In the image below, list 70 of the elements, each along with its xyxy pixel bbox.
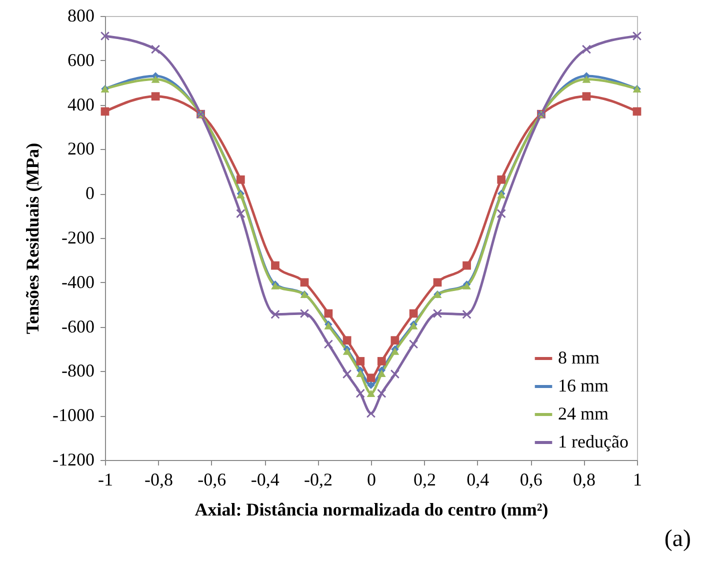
point (300, 278, 309, 287)
point (271, 261, 280, 270)
point (356, 370, 365, 378)
point (497, 175, 506, 184)
point (632, 107, 642, 116)
point (408, 339, 418, 349)
y-axis-title: Tensões Residuais (MPa) (22, 142, 43, 334)
point (409, 309, 418, 318)
x-tick-label: 0,4 (466, 470, 490, 490)
point (236, 208, 246, 218)
point (582, 92, 591, 101)
x-tick-label: 0,2 (413, 470, 436, 490)
point (342, 348, 352, 355)
point (151, 76, 160, 83)
point (582, 76, 591, 83)
x-tick-label: 0,6 (520, 470, 542, 490)
point (366, 374, 376, 382)
x-tick-label: 0,8 (573, 470, 596, 490)
point (100, 107, 110, 116)
point (432, 308, 442, 318)
point (367, 381, 375, 390)
point (342, 336, 352, 345)
legend-label: 16 mm (558, 376, 609, 396)
x-tick-label: 0 (367, 470, 376, 490)
y-tick-label: 600 (68, 50, 94, 70)
x-tick-label: 1 (633, 470, 642, 490)
y-tick-label: 800 (68, 6, 94, 26)
y-tick-label: 400 (68, 94, 94, 114)
point (356, 388, 365, 398)
y-tick-label: -1000 (52, 405, 94, 426)
point (342, 369, 352, 379)
point (496, 208, 506, 218)
point (632, 31, 642, 41)
y-tick-label: -600 (62, 316, 94, 336)
y-tick-label: 0 (86, 183, 94, 204)
point (582, 44, 592, 54)
point (100, 31, 110, 41)
point (390, 369, 400, 379)
y-tick-label: -200 (62, 228, 94, 248)
point (462, 261, 471, 270)
point (366, 390, 376, 398)
legend-label: 8 mm (558, 348, 600, 368)
y-tick-label: 200 (68, 138, 94, 159)
legend-label: 24 mm (558, 404, 609, 424)
point (433, 278, 442, 287)
text: (a) (664, 525, 691, 553)
x-tick-label: -0,2 (304, 470, 333, 490)
y-tick-label: -800 (62, 360, 94, 381)
point (236, 175, 245, 184)
point (300, 308, 310, 318)
y-tick-label: -1200 (52, 450, 94, 470)
point (462, 310, 472, 319)
point (377, 388, 386, 398)
point (150, 44, 160, 54)
x-tick-label: -0,4 (250, 470, 280, 490)
point (377, 370, 386, 378)
x-axis-title: Axial: Distância normalizada do centro (mm²) (194, 500, 548, 520)
point (356, 357, 365, 366)
point (377, 357, 386, 366)
x-tick-label: -1 (98, 470, 113, 490)
point (390, 348, 400, 355)
legend-label: 1 redução (558, 432, 628, 452)
point (390, 336, 400, 345)
point (324, 309, 333, 318)
point (151, 92, 160, 101)
x-tick-label: -0,8 (144, 470, 173, 490)
point (324, 339, 334, 349)
y-tick-label: -400 (62, 272, 94, 292)
point (270, 310, 280, 319)
x-tick-label: -0,6 (198, 470, 226, 490)
